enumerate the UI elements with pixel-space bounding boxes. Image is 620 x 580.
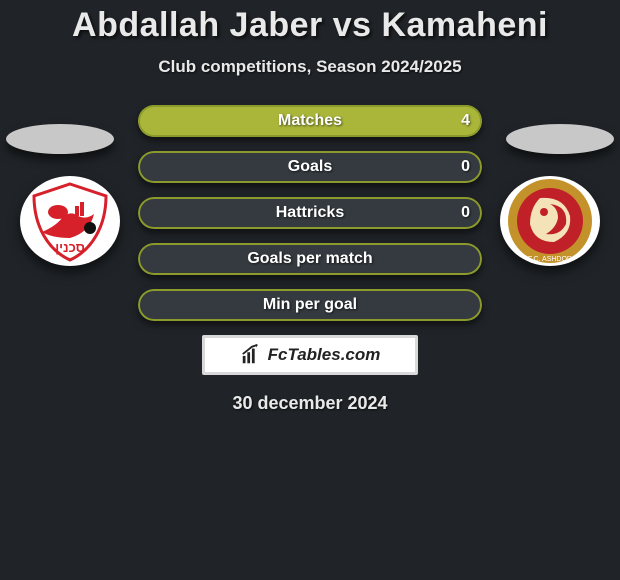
svg-text:סכנין: סכנין bbox=[55, 240, 85, 255]
stat-row: Matches4 bbox=[138, 105, 482, 137]
page-subtitle: Club competitions, Season 2024/2025 bbox=[0, 57, 620, 77]
team-left-badge: סכנין bbox=[20, 176, 120, 266]
page-title: Abdallah Jaber vs Kamaheni bbox=[0, 6, 620, 45]
stat-label: Goals bbox=[138, 151, 482, 183]
stats-list: Matches4Goals0Hattricks0Goals per matchM… bbox=[138, 105, 482, 321]
stat-value-right: 0 bbox=[461, 197, 470, 229]
watermark[interactable]: FcTables.com bbox=[202, 335, 418, 375]
stat-label: Min per goal bbox=[138, 289, 482, 321]
date-label: 30 december 2024 bbox=[0, 393, 620, 414]
stat-row: Goals0 bbox=[138, 151, 482, 183]
stat-label: Matches bbox=[138, 105, 482, 137]
watermark-text: FcTables.com bbox=[268, 345, 381, 365]
svg-text:F.C. ASHDOD: F.C. ASHDOD bbox=[528, 256, 572, 263]
stat-label: Hattricks bbox=[138, 197, 482, 229]
comparison-card: Abdallah Jaber vs Kamaheni Club competit… bbox=[0, 0, 620, 414]
player-left-platform bbox=[6, 124, 114, 154]
stat-label: Goals per match bbox=[138, 243, 482, 275]
stat-row: Hattricks0 bbox=[138, 197, 482, 229]
team-right-badge: F.C. ASHDOD bbox=[500, 176, 600, 266]
stat-row: Goals per match bbox=[138, 243, 482, 275]
stat-row: Min per goal bbox=[138, 289, 482, 321]
chart-icon bbox=[240, 344, 262, 366]
stat-value-right: 0 bbox=[461, 151, 470, 183]
stat-value-right: 4 bbox=[461, 105, 470, 137]
player-right-platform bbox=[506, 124, 614, 154]
